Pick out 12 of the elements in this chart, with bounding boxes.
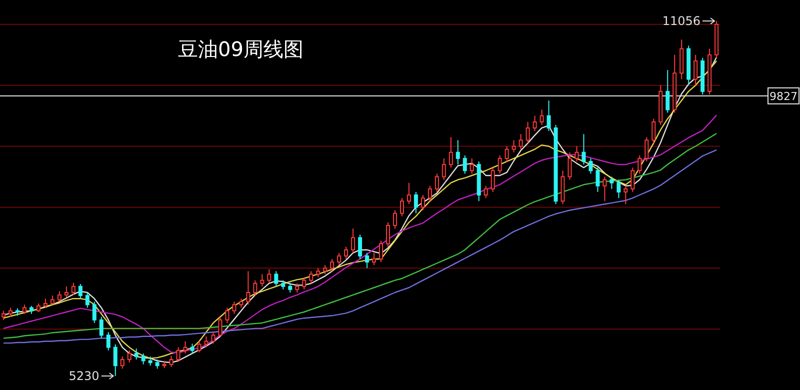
candlestick (686, 45, 691, 86)
annotation: 11056 (662, 14, 701, 28)
candlestick (602, 176, 607, 202)
candlestick (456, 140, 460, 166)
candlestick (568, 152, 572, 180)
ref-line-label: 9827 (770, 90, 798, 103)
candlestick (680, 39, 684, 80)
annotation: 5230 (68, 368, 100, 383)
text: 豆油09周线图 (178, 36, 304, 63)
candlestick (694, 54, 698, 86)
candlestick (442, 158, 446, 180)
candlestick (610, 176, 614, 190)
